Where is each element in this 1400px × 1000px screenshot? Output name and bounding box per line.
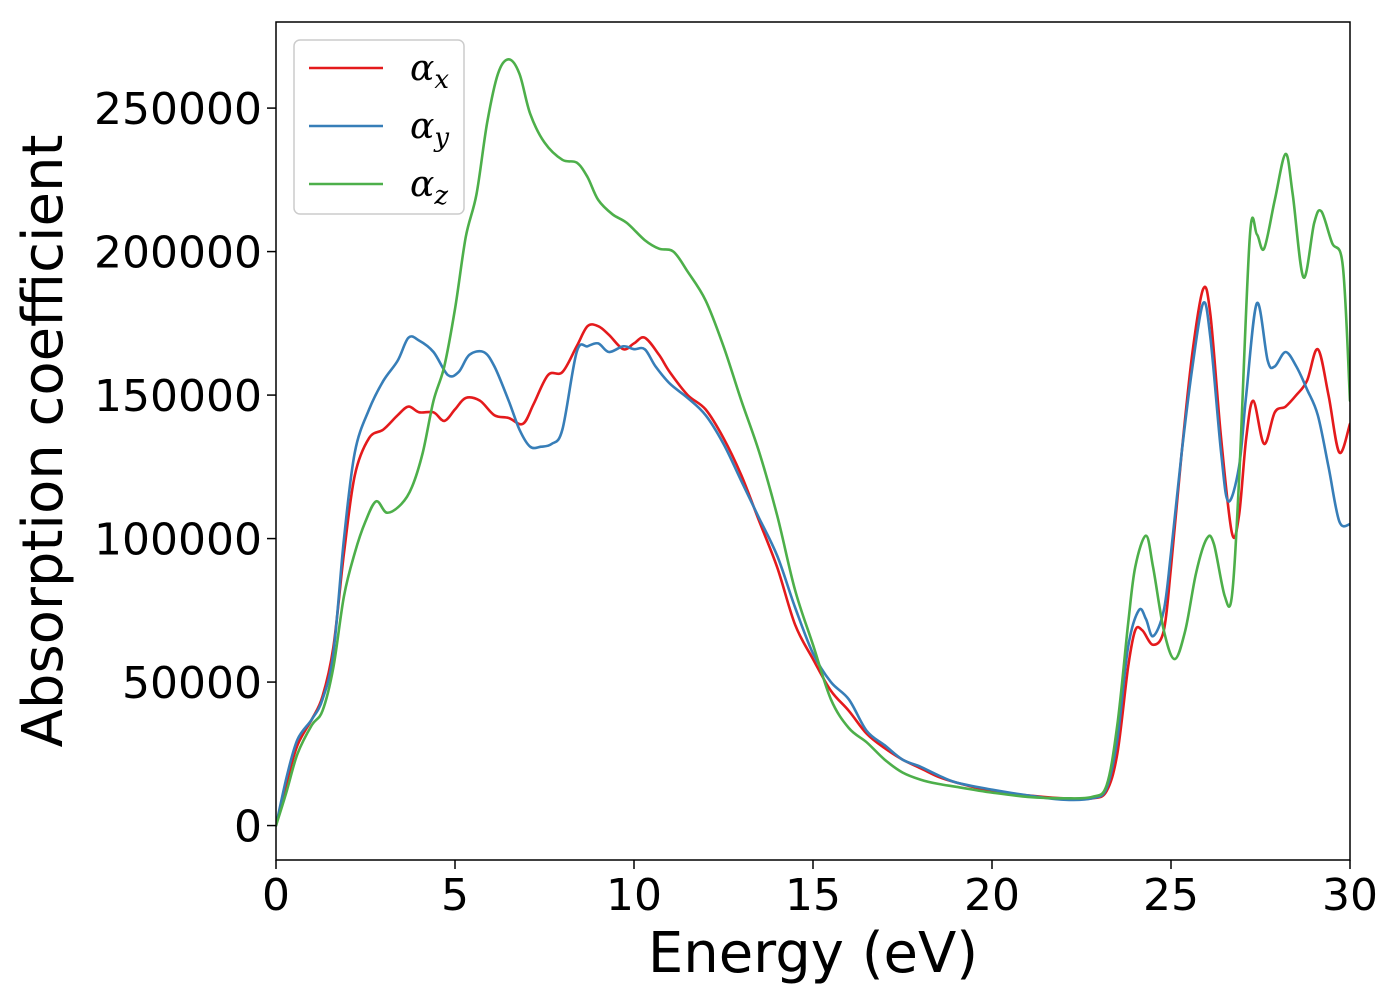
x-tick-label: 10: [606, 870, 662, 921]
series-line-alpha-x: [276, 285, 1350, 827]
x-tick-label: 0: [262, 870, 290, 921]
x-tick-label: 20: [964, 870, 1020, 921]
y-tick-label: 0: [234, 802, 262, 853]
y-tick-label: 50000: [122, 658, 262, 709]
x-tick-label: 15: [785, 870, 841, 921]
x-tick-label: 5: [441, 870, 469, 921]
x-axis-label: Energy (eV): [648, 921, 978, 986]
y-tick-label: 100000: [94, 515, 262, 566]
x-tick-label: 30: [1322, 870, 1378, 921]
series-line-alpha-y: [276, 301, 1350, 827]
series-line-alpha-z: [276, 58, 1350, 827]
y-tick-label: 200000: [94, 228, 262, 279]
y-tick-label: 150000: [94, 371, 262, 422]
y-axis-label: Absorption coefficient: [11, 135, 76, 748]
series-layer: [276, 58, 1350, 827]
y-tick-label: 250000: [94, 84, 262, 135]
legend-label-alpha-x: αx: [410, 48, 449, 95]
tick-layer: 0 5 10 15 20 25 30 0 50000 100000 150000 200000 2500…: [94, 84, 1378, 921]
x-tick-label: 25: [1143, 870, 1199, 921]
